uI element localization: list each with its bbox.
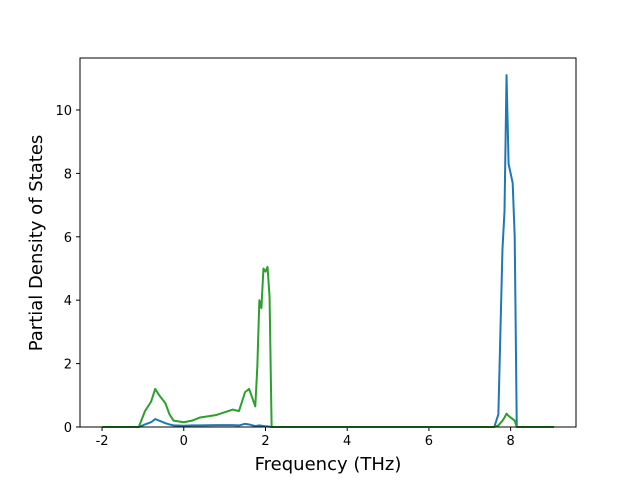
y-tick-label: 10 — [55, 104, 72, 119]
x-tick-label: 4 — [343, 434, 351, 449]
x-tick-label: 0 — [180, 434, 188, 449]
y-tick-label: 6 — [64, 231, 72, 246]
plot-frame — [79, 57, 577, 428]
data-line — [102, 74, 554, 428]
y-axis-label: Partial Density of States — [26, 135, 47, 352]
x-tick-label: 2 — [261, 434, 269, 449]
x-tick-label: 6 — [425, 434, 433, 449]
data-line — [102, 265, 554, 428]
y-tick-label: 8 — [64, 167, 72, 182]
y-tick-label: 0 — [64, 421, 72, 436]
x-axis-label: Frequency (THz) — [255, 454, 402, 475]
x-tick-label: 8 — [506, 434, 514, 449]
y-tick-label: 2 — [64, 358, 72, 373]
x-tick-label: -2 — [96, 434, 109, 449]
y-tick-label: 4 — [64, 294, 72, 309]
